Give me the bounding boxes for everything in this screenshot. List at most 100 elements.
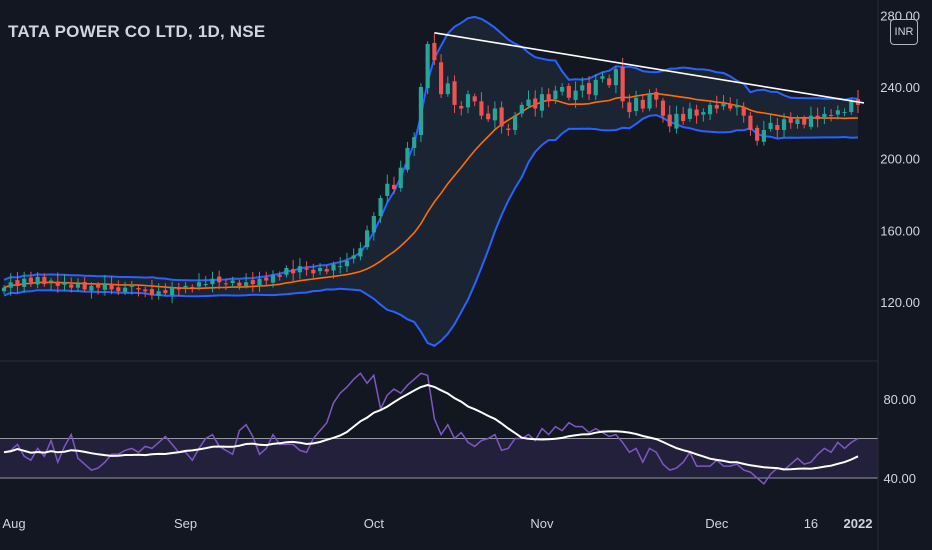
candle[interactable] xyxy=(640,93,645,113)
candle[interactable] xyxy=(331,261,336,279)
candle[interactable] xyxy=(311,263,316,279)
candle[interactable] xyxy=(600,71,605,83)
candle[interactable] xyxy=(122,281,128,296)
candle[interactable] xyxy=(304,261,309,276)
candle[interactable] xyxy=(499,101,504,134)
candle[interactable] xyxy=(512,111,518,135)
rsi-line[interactable] xyxy=(3,372,859,486)
candle[interactable] xyxy=(89,282,94,299)
candle[interactable] xyxy=(734,99,740,116)
candle[interactable] xyxy=(62,274,67,291)
candle[interactable] xyxy=(170,281,175,304)
candle[interactable] xyxy=(634,90,639,116)
candle[interactable] xyxy=(284,265,289,278)
candle[interactable] xyxy=(264,271,269,287)
candle[interactable] xyxy=(465,90,471,114)
candle[interactable] xyxy=(687,102,692,122)
candle[interactable] xyxy=(42,273,47,287)
candle[interactable] xyxy=(761,120,766,146)
currency-badge[interactable]: INR xyxy=(890,19,918,45)
candle[interactable] xyxy=(620,57,625,109)
candle[interactable] xyxy=(546,88,551,108)
candle[interactable] xyxy=(210,271,215,293)
candle[interactable] xyxy=(55,272,60,293)
candle[interactable] xyxy=(768,114,773,132)
candle[interactable] xyxy=(338,257,343,274)
candle[interactable] xyxy=(486,105,491,122)
main-pane[interactable] xyxy=(1,15,865,347)
candle[interactable] xyxy=(781,113,787,137)
candle[interactable] xyxy=(143,286,148,298)
candle[interactable] xyxy=(701,108,706,122)
candle[interactable] xyxy=(129,281,134,295)
candle[interactable] xyxy=(432,33,437,65)
candle[interactable] xyxy=(391,176,397,194)
candle[interactable] xyxy=(243,273,249,289)
candle[interactable] xyxy=(553,85,558,105)
candle[interactable] xyxy=(593,73,598,101)
candle[interactable] xyxy=(203,276,208,288)
candle[interactable] xyxy=(15,272,20,293)
candle[interactable] xyxy=(75,278,81,292)
candle[interactable] xyxy=(8,273,13,296)
candle[interactable] xyxy=(842,108,847,117)
candle[interactable] xyxy=(116,280,121,296)
candle[interactable] xyxy=(412,132,417,156)
candle[interactable] xyxy=(479,92,484,120)
candle[interactable] xyxy=(297,258,302,280)
trendline[interactable] xyxy=(434,31,865,104)
candle[interactable] xyxy=(755,125,760,146)
candle[interactable] xyxy=(365,225,370,250)
candle[interactable] xyxy=(439,54,444,98)
candle[interactable] xyxy=(156,283,161,300)
candle[interactable] xyxy=(452,75,457,113)
rsi-pane[interactable] xyxy=(0,372,878,486)
candle[interactable] xyxy=(230,276,235,288)
candle[interactable] xyxy=(829,109,834,122)
candle[interactable] xyxy=(822,106,827,125)
candle[interactable] xyxy=(795,115,800,129)
candle[interactable] xyxy=(351,248,356,264)
candle[interactable] xyxy=(35,272,40,289)
candle[interactable] xyxy=(586,76,592,101)
candle[interactable] xyxy=(176,282,181,297)
candle[interactable] xyxy=(607,74,612,88)
bollinger-lower-line[interactable] xyxy=(3,114,859,347)
candle[interactable] xyxy=(250,272,255,293)
candle[interactable] xyxy=(149,279,155,300)
candle[interactable] xyxy=(714,95,719,114)
candle[interactable] xyxy=(613,66,619,94)
candle[interactable] xyxy=(539,87,545,118)
candle[interactable] xyxy=(459,101,464,116)
candle[interactable] xyxy=(526,90,531,109)
candle[interactable] xyxy=(674,105,679,134)
candle[interactable] xyxy=(190,284,195,293)
candle[interactable] xyxy=(385,174,390,202)
candle[interactable] xyxy=(257,271,262,293)
candle[interactable] xyxy=(358,242,363,261)
candle[interactable] xyxy=(291,259,296,282)
candle[interactable] xyxy=(802,115,807,129)
candle[interactable] xyxy=(721,95,726,111)
candle[interactable] xyxy=(808,106,814,130)
candle[interactable] xyxy=(163,283,168,296)
candle[interactable] xyxy=(398,160,403,192)
candle[interactable] xyxy=(533,90,538,117)
candle[interactable] xyxy=(223,278,228,290)
candle[interactable] xyxy=(48,277,54,290)
candle[interactable] xyxy=(324,265,329,275)
candle[interactable] xyxy=(472,93,477,107)
candle[interactable] xyxy=(741,102,746,123)
candle[interactable] xyxy=(580,77,585,98)
bollinger-upper-line[interactable] xyxy=(3,15,859,282)
candle[interactable] xyxy=(237,279,242,290)
candle[interactable] xyxy=(405,142,410,173)
candle[interactable] xyxy=(109,276,114,295)
candle[interactable] xyxy=(136,284,141,297)
candle[interactable] xyxy=(378,195,383,223)
candle[interactable] xyxy=(183,282,188,294)
candle[interactable] xyxy=(728,97,733,112)
candle[interactable] xyxy=(788,112,793,129)
candle[interactable] xyxy=(492,101,497,129)
